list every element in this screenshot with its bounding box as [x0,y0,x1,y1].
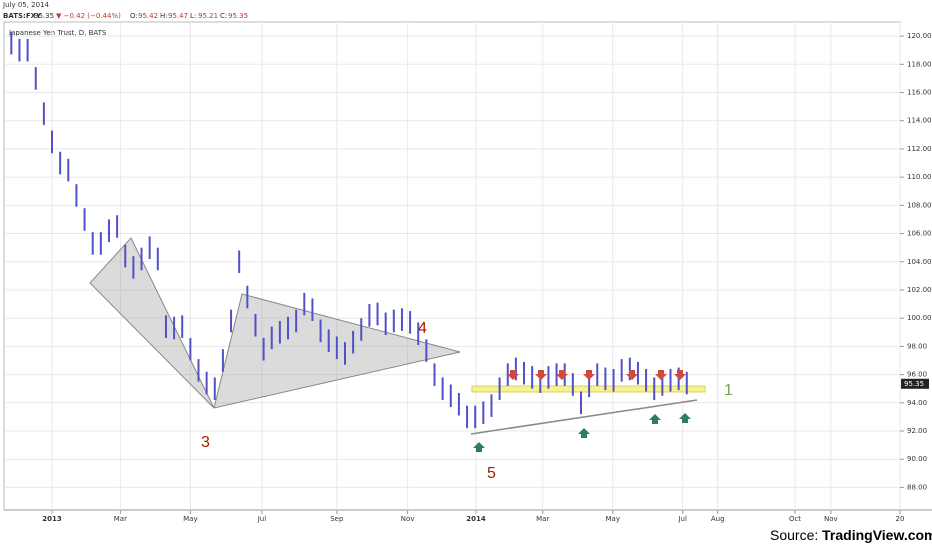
x-tick-label: May [183,515,197,523]
x-tick-label: 20 [896,515,905,523]
x-tick-label: 2014 [466,515,486,523]
source: Source: TradingView.com [770,527,932,543]
symbol: BATS:FXY [3,12,42,20]
y-tick-label: 112.00 [907,145,932,153]
y-tick-label: 108.00 [907,201,932,209]
y-tick-label: 114.00 [907,117,932,125]
price: 95.35 [34,12,54,20]
x-tick-label: Jul [257,515,267,523]
x-tick-label: Nov [824,515,838,523]
ohlc-label: L: [190,12,196,20]
ohlc-value: 95.35 [228,12,248,20]
arrow [507,370,686,380]
ohlc-label: C: [220,12,227,20]
y-tick-label: 96.00 [907,371,927,379]
last-price-tag [901,378,929,389]
x-tick-label: Mar [536,515,549,523]
y-tick-label: 90.00 [907,455,927,463]
ohlc-value: 95.47 [168,12,188,20]
date: July 05, 2014 [2,1,50,9]
x-tick-label: Mar [114,515,127,523]
x-tick-label: Aug [711,515,725,523]
annotation: 3 [201,434,210,451]
grid [4,22,901,510]
last-price: 95.35 [904,380,924,388]
legend: Japanese Yen Trust, D, BATS [8,29,107,37]
y-tick-label: 120.00 [907,32,932,40]
ohlc-value: 95.42 [138,12,158,20]
y-tick-label: 88.00 [907,483,927,491]
price-bars [10,31,688,429]
axes: 88.00 90.00 92.00 94.00 96.00 98.00 100.00 102.… [42,32,931,523]
wedge-pattern [89,237,215,409]
up-arrows [473,413,691,452]
source-prefix: Source: [770,527,822,543]
x-tick-label: Oct [789,515,801,523]
source-name: TradingView.com [822,527,932,543]
y-tick-label: 116.00 [907,89,932,97]
y-tick-label: 94.00 [907,399,927,407]
x-tick-label: Sep [330,515,344,523]
arrow [473,413,691,452]
y-tick-label: 118.00 [907,60,932,68]
x-tick-label: 2013 [42,515,62,523]
y-tick-label: 106.00 [907,230,932,238]
annotation: 1 [724,382,733,399]
annotation: 4 [418,320,427,337]
ohlc-label: O: [130,12,138,20]
ohlc-label: H: [160,12,168,20]
x-tick-label: Nov [401,515,415,523]
support-line [470,399,698,435]
x-tick-label: May [605,515,619,523]
change: ▼ −0.42 (−0.44%) [56,12,121,20]
x-tick-label: Jul [677,515,687,523]
y-tick-label: 102.00 [907,286,932,294]
down-arrows [507,370,686,380]
ohlc-readout: O: 95.42 H: 95.47 L: 95.21 C: 95.35 [130,12,248,20]
y-tick-label: 98.00 [907,342,927,350]
y-tick-label: 100.00 [907,314,932,322]
annotation: 5 [487,465,496,482]
ohlc-value: 95.21 [198,12,218,20]
y-tick-label: 110.00 [907,173,932,181]
y-tick-label: 92.00 [907,427,927,435]
y-tick-label: 104.00 [907,258,932,266]
